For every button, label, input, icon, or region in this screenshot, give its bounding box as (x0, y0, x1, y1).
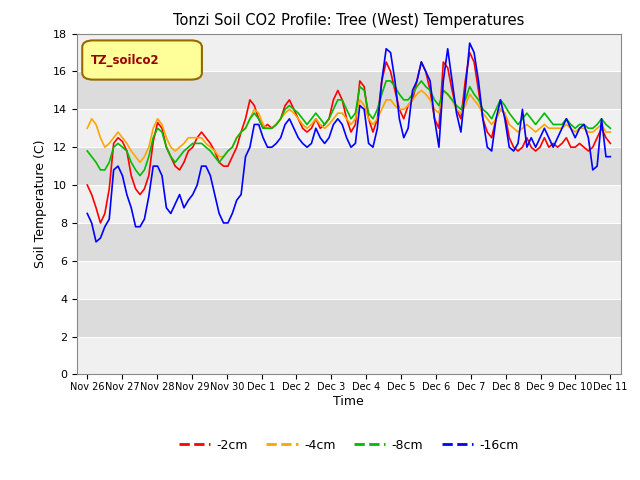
Bar (77, 336, 621, 374)
Bar (77, 299, 621, 336)
Bar (77, 147, 621, 185)
FancyBboxPatch shape (82, 40, 202, 80)
Text: TZ_soilco2: TZ_soilco2 (90, 54, 159, 67)
Legend: -2cm, -4cm, -8cm, -16cm: -2cm, -4cm, -8cm, -16cm (173, 434, 524, 457)
Bar (77, 109, 621, 147)
Y-axis label: Soil Temperature (C): Soil Temperature (C) (35, 140, 47, 268)
Title: Tonzi Soil CO2 Profile: Tree (West) Temperatures: Tonzi Soil CO2 Profile: Tree (West) Temp… (173, 13, 525, 28)
Bar (77, 223, 621, 261)
Bar (77, 261, 621, 299)
Bar (77, 34, 621, 72)
Bar (77, 72, 621, 109)
Bar (77, 185, 621, 223)
X-axis label: Time: Time (333, 395, 364, 408)
